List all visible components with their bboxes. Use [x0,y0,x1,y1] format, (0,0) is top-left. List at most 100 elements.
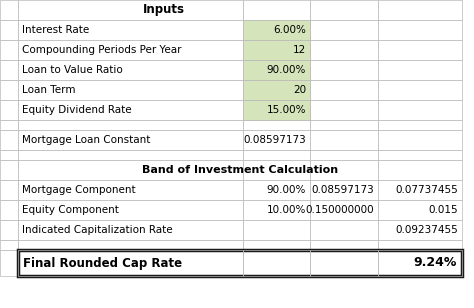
Bar [243,40,310,60]
Bar [0,80,18,100]
Text: Indicated Capitalization Rate: Indicated Capitalization Rate [22,225,173,235]
Text: 0.150000000: 0.150000000 [305,205,374,215]
Bar [378,200,462,220]
Bar [0,100,18,120]
Bar [310,200,378,220]
Text: 0.08597173: 0.08597173 [243,135,306,145]
Text: Compounding Periods Per Year: Compounding Periods Per Year [22,45,182,55]
Bar [243,250,310,276]
Bar [0,200,18,220]
Bar [243,40,310,60]
Bar [18,250,243,276]
Bar [243,0,310,20]
Text: Band of Investment Calculation: Band of Investment Calculation [142,165,338,175]
Text: Mortgage Component: Mortgage Component [22,185,136,195]
Bar [243,60,310,80]
Bar [243,250,310,276]
Bar [310,220,378,240]
Bar [243,220,310,240]
Bar [18,80,243,100]
Text: Loan to Value Ratio: Loan to Value Ratio [22,65,123,75]
Text: 9.24%: 9.24% [414,257,457,270]
Text: 10.00%: 10.00% [266,205,306,215]
Bar [0,40,18,60]
Text: Mortgage Loan Constant: Mortgage Loan Constant [22,135,150,145]
Text: Interest Rate: Interest Rate [22,25,89,35]
Bar [310,130,378,150]
Text: 0.09237455: 0.09237455 [395,225,458,235]
Bar [18,0,243,20]
Bar [378,160,462,180]
Bar [378,250,462,276]
Bar [0,150,18,160]
Bar [18,40,243,60]
Bar [310,160,378,180]
Text: 0.015: 0.015 [428,205,458,215]
Bar [378,240,462,250]
Text: 0.07737455: 0.07737455 [395,185,458,195]
Bar [243,160,310,180]
Bar [378,250,462,276]
Bar [0,160,18,180]
Bar [243,100,310,120]
Bar [243,60,310,80]
Text: 6.00%: 6.00% [273,25,306,35]
Bar [310,250,378,276]
Bar [378,150,462,160]
Bar [378,180,462,200]
Text: 0.08597173: 0.08597173 [311,185,374,195]
Bar [310,240,378,250]
Bar [243,120,310,130]
Bar [0,240,18,250]
Bar [243,20,310,40]
Bar [18,180,243,200]
Bar [310,250,378,276]
Bar [378,0,462,20]
Bar [310,150,378,160]
Text: 15.00%: 15.00% [266,105,306,115]
Text: Inputs: Inputs [143,3,185,17]
Bar [243,20,310,40]
Bar [378,130,462,150]
Bar [18,20,243,40]
Bar [0,60,18,80]
Bar [378,220,462,240]
Bar [0,220,18,240]
Bar [0,180,18,200]
Text: 90.00%: 90.00% [266,185,306,195]
Bar [310,60,378,80]
Bar [378,100,462,120]
Bar [243,80,310,100]
Bar [378,20,462,40]
Bar [378,80,462,100]
Bar [243,200,310,220]
Bar [243,130,310,150]
Text: Loan Term: Loan Term [22,85,75,95]
Bar [18,120,243,130]
Bar [18,150,243,160]
Bar [18,160,243,180]
Bar [310,40,378,60]
Bar [18,250,462,276]
Text: 90.00%: 90.00% [266,65,306,75]
Bar [18,60,243,80]
Bar [310,100,378,120]
Bar [243,150,310,160]
Bar [378,60,462,80]
Bar [0,130,18,150]
Text: Equity Dividend Rate: Equity Dividend Rate [22,105,132,115]
Bar [18,130,243,150]
Bar [0,120,18,130]
Text: Equity Component: Equity Component [22,205,119,215]
Bar [310,180,378,200]
Bar [243,80,310,100]
Bar [243,100,310,120]
Bar [243,180,310,200]
Bar [378,40,462,60]
Bar [310,120,378,130]
Bar [18,100,243,120]
Text: Final Rounded Cap Rate: Final Rounded Cap Rate [23,257,182,270]
Bar [310,20,378,40]
Bar [0,250,18,276]
Bar [18,220,243,240]
